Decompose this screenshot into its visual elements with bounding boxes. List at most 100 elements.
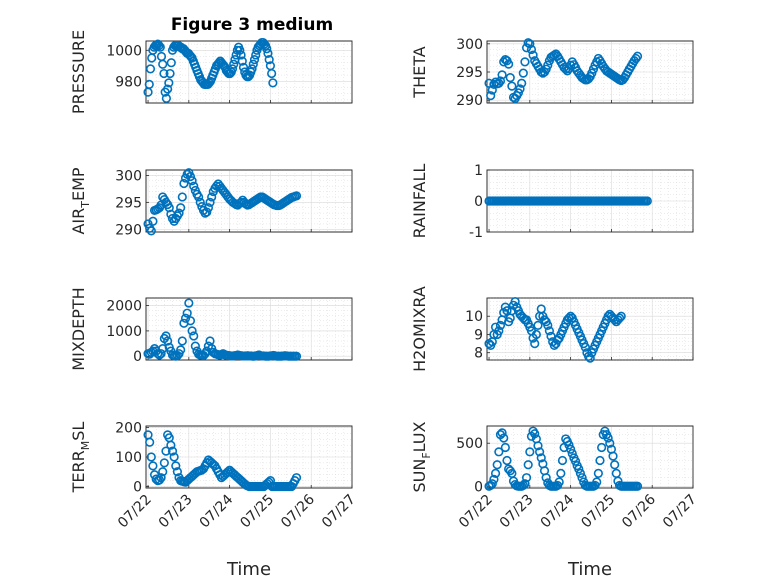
y-axis-label-terr_msl: TERRMSL <box>69 422 92 494</box>
data-point <box>554 477 564 487</box>
data-point <box>158 59 168 69</box>
data-point <box>161 446 171 456</box>
x-tick-label: 07/25 <box>237 492 277 532</box>
data-point <box>249 54 260 65</box>
data-point <box>243 72 253 82</box>
y-tick-label: 300 <box>456 37 483 53</box>
data-point <box>614 313 625 323</box>
y-tick-label: 9 <box>474 327 483 343</box>
data-point <box>177 336 187 346</box>
panel-sun_flux: 0 500 07/22 07/23 07/24 07/25 07/26 07/27 Time SU… <box>410 421 700 580</box>
data-point <box>161 331 171 341</box>
data-point <box>530 429 540 439</box>
data-point <box>580 342 590 352</box>
data-point <box>616 311 626 321</box>
x-tick-label: 07/22 <box>115 492 155 532</box>
data-point <box>176 203 186 213</box>
data-point <box>502 306 512 316</box>
y-tick-label: 1000 <box>106 43 142 59</box>
data-point <box>163 336 173 346</box>
data-point <box>155 42 165 52</box>
data-point <box>487 85 497 95</box>
data-point <box>156 349 166 359</box>
data-point <box>167 446 178 456</box>
x-tick-label: 07/22 <box>456 492 496 532</box>
data-point <box>174 208 184 218</box>
data-point <box>187 326 197 336</box>
data-point <box>291 473 302 483</box>
y-tick-label: 0 <box>474 479 483 495</box>
y-tick-label: 980 <box>115 74 142 90</box>
data-point <box>184 298 194 308</box>
axes-box-sun_flux <box>486 425 694 489</box>
data-point <box>499 433 509 443</box>
data-point <box>505 73 515 83</box>
data-point <box>593 468 603 478</box>
data-point <box>490 468 501 478</box>
x-tick-label: 07/25 <box>578 492 618 532</box>
data-point <box>179 178 189 189</box>
data-point <box>497 428 507 438</box>
data-point <box>494 326 504 336</box>
data-point <box>247 64 257 74</box>
data-point <box>507 81 517 91</box>
y-tick-label: 290 <box>115 222 142 238</box>
data-point <box>518 480 528 491</box>
data-point <box>166 58 176 68</box>
data-point <box>291 351 302 361</box>
x-axis-label: Time <box>226 559 271 580</box>
data-point <box>597 442 607 453</box>
data-point <box>180 313 191 323</box>
data-point <box>267 68 277 79</box>
data-point <box>262 44 272 54</box>
data-point <box>525 447 535 457</box>
panel-rainfall: -1 0 1 RAINFALL <box>410 163 694 241</box>
data-point <box>489 474 499 484</box>
data-point <box>523 460 533 470</box>
data-point <box>567 448 577 459</box>
data-point <box>520 57 530 67</box>
data-point <box>535 447 545 457</box>
data-point <box>159 458 169 468</box>
data-point <box>207 192 217 202</box>
x-tick-label: 07/26 <box>619 491 659 531</box>
x-tick-label: 07/26 <box>278 491 318 531</box>
data-point <box>525 39 535 49</box>
data-point <box>268 78 278 88</box>
data-point <box>225 68 235 79</box>
data-point <box>148 216 158 226</box>
data-point <box>172 467 183 477</box>
data-point <box>536 453 546 463</box>
data-point <box>189 331 199 341</box>
data-point <box>194 192 204 202</box>
data-point <box>543 60 553 70</box>
data-point <box>570 456 581 466</box>
y-tick-label: 295 <box>456 65 483 81</box>
data-point <box>238 62 249 72</box>
data-point <box>251 50 261 60</box>
data-point <box>185 171 196 182</box>
data-point <box>203 203 214 213</box>
data-point <box>495 320 506 330</box>
panel-air_temp: 290 295 300 AIRTEMP <box>69 167 353 238</box>
data-point <box>543 320 553 330</box>
data-point <box>544 326 555 336</box>
y-axis-label-rainfall: RAINFALL <box>410 164 429 239</box>
data-point <box>145 437 155 447</box>
x-tick-label: 07/24 <box>538 491 578 531</box>
data-point <box>182 308 192 318</box>
y-tick-label: 0 <box>133 480 142 496</box>
y-axis-label-theta: THETA <box>410 46 429 98</box>
data-point <box>585 353 595 363</box>
data-point <box>502 455 512 466</box>
axes-frame-air_temp <box>145 169 353 233</box>
data-point <box>159 68 169 79</box>
data-point <box>235 45 245 55</box>
data-point <box>533 320 543 330</box>
panel-mixdepth: 0 1000 2000 MIXDEPTH <box>69 287 353 371</box>
y-tick-label: 0 <box>133 349 142 365</box>
data-point <box>202 207 212 217</box>
data-point <box>631 53 641 64</box>
data-point <box>510 297 520 307</box>
